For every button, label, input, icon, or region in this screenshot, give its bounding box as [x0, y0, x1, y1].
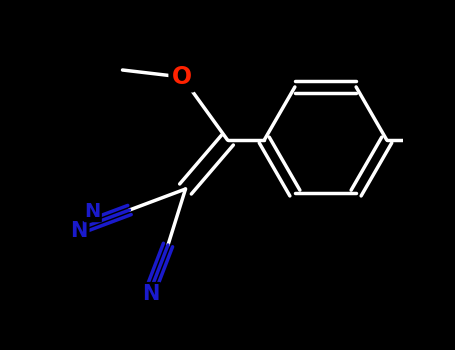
- Text: O: O: [172, 65, 192, 89]
- Text: N: N: [85, 202, 101, 221]
- Text: N: N: [142, 284, 159, 304]
- Text: N: N: [70, 221, 87, 241]
